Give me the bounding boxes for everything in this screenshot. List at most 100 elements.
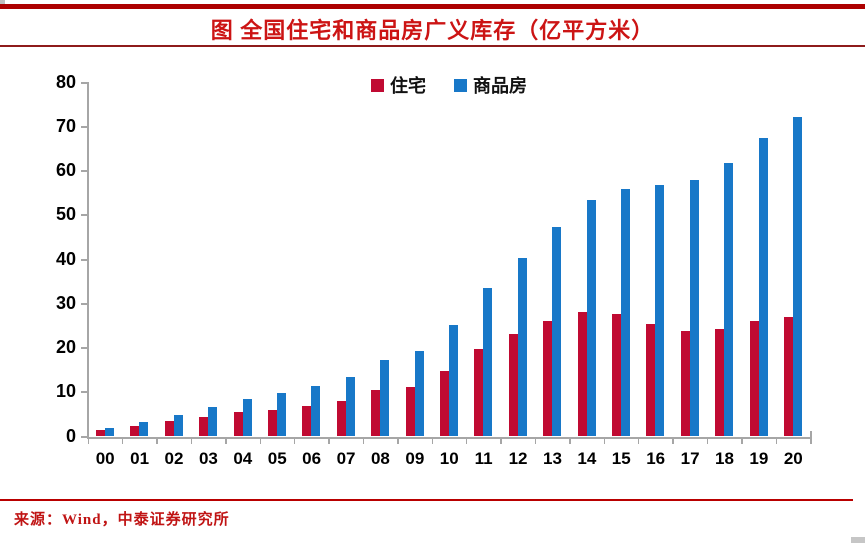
legend-label: 商品房 — [473, 76, 527, 96]
corner-mark-top-left — [0, 0, 5, 4]
x-axis-tick — [706, 438, 709, 444]
x-axis-tick-label: 12 — [508, 449, 528, 468]
source-note: 来源：Wind，中泰证券研究所 — [14, 512, 230, 528]
x-axis-tick-label: 15 — [611, 449, 631, 468]
top-red-bar — [0, 4, 865, 9]
x-axis-tick — [569, 438, 571, 444]
y-axis-tick — [81, 435, 89, 438]
x-axis-tick-label: 01 — [130, 449, 150, 468]
bar-residential-07 — [336, 401, 346, 437]
x-axis-tick-label: 07 — [336, 449, 356, 468]
bar-commodity-08 — [380, 360, 390, 437]
x-axis-tick-label: 13 — [542, 449, 562, 468]
bar-residential-10 — [439, 370, 449, 437]
x-axis-tick — [637, 438, 640, 444]
bar-commodity-10 — [448, 324, 458, 437]
bar-residential-11 — [474, 348, 484, 437]
y-axis-line — [87, 82, 89, 439]
x-axis-tick-label: 08 — [370, 449, 390, 468]
bar-commodity-07 — [345, 377, 355, 437]
y-axis-tick-label: 0 — [65, 425, 76, 446]
x-axis-tick — [87, 438, 89, 444]
x-axis-tick — [465, 438, 468, 444]
x-axis-tick — [293, 438, 296, 444]
bar-residential-18 — [715, 328, 725, 437]
x-axis-tick-label: 18 — [715, 449, 734, 468]
x-axis-tick-label: 09 — [405, 449, 425, 468]
bar-commodity-12 — [517, 258, 527, 437]
y-axis-tick — [81, 258, 89, 261]
bar-residential-01 — [130, 426, 140, 437]
bar-commodity-14 — [586, 200, 596, 437]
legend-swatch-icon — [371, 78, 384, 92]
bar-residential-17 — [680, 330, 690, 437]
bar-commodity-18 — [724, 163, 734, 437]
x-axis-tick-label: 06 — [302, 449, 322, 468]
bar-residential-04 — [233, 411, 243, 437]
y-axis-tick — [81, 214, 89, 217]
bar-commodity-16 — [655, 184, 665, 437]
bar-residential-20 — [783, 317, 793, 437]
x-axis-tick-label: 14 — [577, 449, 597, 468]
bar-residential-00 — [95, 430, 105, 437]
bar-residential-09 — [405, 386, 415, 437]
y-axis-tick-label: 50 — [55, 204, 76, 225]
bar-commodity-09 — [414, 351, 424, 437]
x-axis-tick-label: 11 — [474, 449, 493, 468]
y-axis-tick-label: 30 — [55, 292, 76, 313]
bar-residential-13 — [543, 321, 553, 437]
x-axis-tick — [500, 438, 502, 444]
bar-residential-14 — [577, 311, 587, 437]
y-axis-tick-label: 20 — [55, 337, 76, 357]
y-axis-tick-label: 10 — [55, 381, 76, 402]
chart-title: 图 全国住宅和商品房广义库存（亿平方米） — [210, 18, 655, 43]
x-axis-tick — [810, 438, 812, 444]
x-axis-tick-label: 00 — [95, 449, 115, 468]
x-axis-tick — [741, 438, 743, 444]
y-axis-tick-label: 40 — [55, 248, 76, 269]
x-axis-line — [87, 436, 812, 439]
x-axis-tick — [121, 438, 124, 444]
x-axis-tick — [431, 438, 434, 444]
x-axis-tick — [156, 438, 158, 444]
title-divider — [0, 45, 865, 47]
legend-item-commodity: 商品房 — [454, 72, 527, 98]
bar-commodity-06 — [311, 385, 321, 437]
x-axis-tick-label: 10 — [439, 449, 459, 468]
bar-commodity-11 — [483, 288, 493, 437]
x-axis-tick — [190, 438, 193, 444]
x-axis-tick — [225, 438, 227, 444]
footer-divider — [0, 499, 853, 501]
x-axis-tick — [328, 438, 330, 444]
legend-swatch-icon — [454, 78, 467, 92]
x-axis-tick-label: 05 — [267, 449, 287, 468]
bar-residential-16 — [646, 323, 656, 437]
y-axis-tick — [81, 302, 89, 305]
x-axis-tick — [672, 438, 674, 444]
bar-commodity-17 — [689, 179, 699, 437]
x-axis-tick-label: 16 — [646, 449, 666, 468]
y-axis-tick — [81, 170, 89, 172]
corner-mark-bottom-right — [851, 537, 865, 543]
x-axis-tick-label: 02 — [164, 449, 184, 468]
chart-legend: 住宅 商品房 — [88, 74, 810, 96]
bar-residential-03 — [199, 416, 209, 437]
y-axis-tick-label: 70 — [55, 115, 76, 136]
bar-commodity-00 — [104, 428, 114, 437]
x-axis-tick-label: 20 — [783, 449, 803, 468]
bar-residential-12 — [508, 333, 518, 437]
y-axis-tick — [81, 391, 89, 394]
legend-label: 住宅 — [390, 76, 426, 96]
y-axis-tick-label: 80 — [55, 71, 76, 92]
bar-commodity-03 — [208, 406, 218, 437]
bar-residential-06 — [302, 405, 312, 437]
bar-residential-19 — [749, 321, 759, 437]
bar-commodity-19 — [758, 138, 768, 437]
x-axis-tick-label: 19 — [749, 449, 769, 468]
bar-commodity-15 — [620, 189, 630, 437]
x-axis-tick — [603, 438, 606, 444]
x-axis-end-tick — [809, 430, 812, 437]
x-axis-tick-label: 04 — [233, 449, 253, 468]
bar-residential-02 — [164, 421, 174, 437]
x-axis-tick — [775, 438, 778, 444]
